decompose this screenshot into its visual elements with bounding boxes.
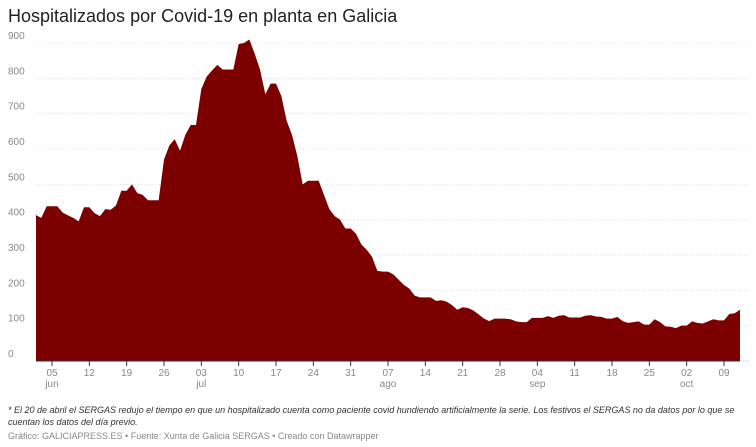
y-tick-label: 700 xyxy=(8,102,25,113)
x-tick-label: 26 xyxy=(158,368,170,379)
y-tick-label: 400 xyxy=(8,208,25,219)
x-tick-label: 19 xyxy=(121,368,133,379)
x-month-label: ago xyxy=(380,379,397,390)
x-tick-label: 11 xyxy=(569,368,580,379)
x-month-label: sep xyxy=(529,379,546,390)
chart: 0 100 200 300 400 500 600 700 800 900 05 12 19 26 03 10… xyxy=(8,31,750,390)
y-tick-label: 500 xyxy=(8,172,25,183)
area xyxy=(36,39,740,361)
source: Gráfico: GALICIAPRESS.ES • Fuente: Xunta… xyxy=(8,431,379,441)
chart-title: Hospitalizados por Covid-19 en planta en… xyxy=(8,6,398,26)
y-tick-label: 0 xyxy=(8,349,14,360)
x-tick-label: 28 xyxy=(494,368,506,379)
x-tick-label: 17 xyxy=(270,368,282,379)
x-tick-label: 09 xyxy=(718,368,730,379)
x-tick-label: 10 xyxy=(233,368,245,379)
y-tick-label: 100 xyxy=(8,314,25,325)
x-tick-label: 14 xyxy=(420,368,432,379)
footnote: * El 20 de abril el SERGAS redujo el tie… xyxy=(8,405,735,427)
y-tick-label: 600 xyxy=(8,137,25,148)
x-month-label: oct xyxy=(680,379,694,390)
y-tick-label: 200 xyxy=(8,278,25,289)
x-tick-label: 04 xyxy=(532,368,544,379)
x-month-label: jul xyxy=(195,379,206,390)
x-tick-label: 02 xyxy=(681,368,693,379)
x-tick-label: 07 xyxy=(382,368,394,379)
x-month-label: jun xyxy=(44,379,58,390)
x-tick-label: 21 xyxy=(457,368,469,379)
x-tick-label: 24 xyxy=(308,368,320,379)
y-tick-label: 300 xyxy=(8,243,25,254)
x-tick-label: 25 xyxy=(644,368,656,379)
y-tick-label: 900 xyxy=(8,31,25,42)
x-tick-label: 12 xyxy=(84,368,96,379)
x-tick-label: 05 xyxy=(46,368,58,379)
x-tick-label: 03 xyxy=(196,368,208,379)
x-tick-label: 31 xyxy=(345,368,357,379)
y-tick-label: 800 xyxy=(8,66,25,77)
x-tick-label: 18 xyxy=(606,368,618,379)
